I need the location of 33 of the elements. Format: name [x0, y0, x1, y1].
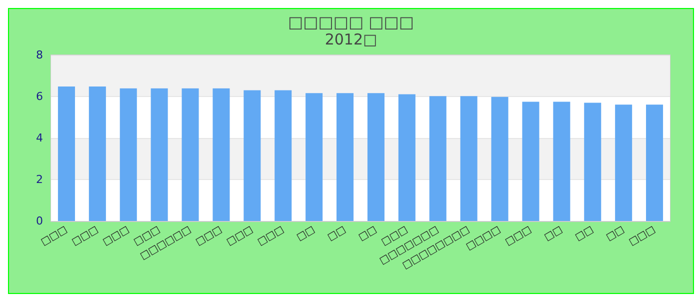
- bar: [398, 94, 416, 221]
- bar: [460, 96, 478, 221]
- chart-subtitle: 2012□: [324, 30, 378, 48]
- x-tick-label: □□: [356, 224, 379, 244]
- bar: [584, 102, 602, 221]
- bar: [646, 104, 664, 221]
- bar: [306, 93, 323, 221]
- x-tick-label: □□: [542, 224, 564, 244]
- bar: [212, 88, 230, 221]
- bar: [244, 90, 261, 221]
- bar: [553, 102, 570, 221]
- bar: [522, 102, 540, 221]
- x-tick-label: □□: [326, 224, 348, 244]
- y-tick-label: 8: [36, 48, 43, 62]
- y-tick-label: 2: [36, 173, 43, 186]
- y-tick-label: 0: [36, 214, 43, 228]
- chart-title: □□□□□ □□□: [288, 12, 414, 32]
- bar: [274, 90, 292, 221]
- bar: [150, 88, 168, 221]
- bar: [88, 86, 106, 221]
- x-tick-label: □□: [294, 224, 317, 244]
- y-tick-label: 6: [36, 90, 43, 103]
- bar: [491, 96, 508, 221]
- bar: [615, 104, 632, 221]
- x-tick-label: □□: [574, 224, 596, 244]
- y-tick-label: 4: [36, 132, 43, 144]
- x-tick-label: □□: [604, 224, 626, 244]
- bar: [367, 93, 384, 221]
- bar: [429, 96, 446, 221]
- bar: [336, 93, 354, 221]
- bar: [182, 88, 199, 221]
- bar: [58, 86, 75, 221]
- bar: [120, 88, 137, 221]
